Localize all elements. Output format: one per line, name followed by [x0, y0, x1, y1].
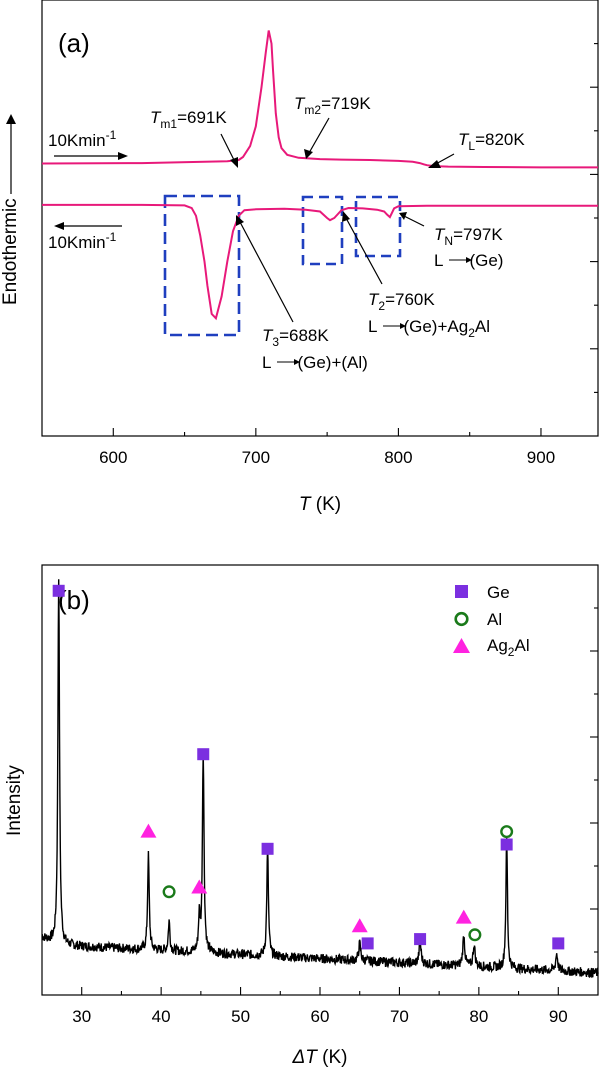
annotation-tn: TN=797K L (Ge) [399, 212, 503, 270]
ge-marker [52, 584, 65, 597]
phase-markers [52, 584, 565, 950]
annotation-t3-reaction-arrowhead [294, 359, 300, 365]
ge-marker [500, 838, 513, 851]
panel-a-y-label-text: Endothermic [0, 198, 21, 305]
annotation-tn-arrow [403, 215, 425, 227]
panel-a-x-axis-label: T (K) [299, 494, 341, 515]
panel-a-x-ticks [112, 428, 542, 436]
ge-marker [361, 937, 374, 950]
panel-b-y-ticks [590, 607, 598, 953]
ge-marker [552, 937, 565, 950]
panel-b-x-tick-labels: 30 40 50 60 70 80 90 [72, 1007, 567, 1026]
legend-entry-ag2al: Ag2Al [453, 636, 530, 659]
annotation-t3-arrow [239, 221, 294, 323]
annotation-t3-text: T3=688K [262, 326, 329, 349]
annotation-t2-arrowhead [342, 211, 350, 222]
panel-b-y-axis-label: Intensity [4, 765, 25, 836]
heating-rate-text: 10Kmin-1 [48, 128, 117, 150]
al-marker [500, 825, 514, 839]
legend: Ge Al Ag2Al [453, 583, 530, 659]
panel-a-y-ticks [590, 43, 598, 393]
annotation-tm1: Tm1=691K [150, 108, 238, 168]
al-marker [468, 928, 482, 942]
annotation-tm1-arrow [220, 133, 236, 163]
panel-b-x-tick-label: 80 [469, 1007, 488, 1026]
legend-entry-al: Al [454, 610, 502, 629]
cooling-curve [42, 203, 598, 321]
panel-a-x-tick-label: 900 [527, 448, 555, 467]
panel-a-y-label-arrowhead [6, 114, 16, 124]
region-box-t3 [163, 194, 241, 337]
panel-b-x-ticks [81, 987, 559, 995]
legend-al-label: Al [487, 610, 502, 629]
panel-a: (a) 600 700 800 900 T (K) Endothermic 10Kmi… [0, 0, 599, 515]
annotation-t3-reaction: L (Ge)+(Al) [262, 353, 368, 372]
heating-rate-arrowhead [118, 152, 128, 160]
annotation-tl: TL=820K [428, 130, 525, 168]
legend-al-marker [454, 611, 469, 627]
annotation-tl-arrowhead [428, 160, 441, 168]
cooling-rate-text: 10Kmin-1 [48, 230, 117, 252]
region-box-tn [354, 195, 402, 258]
annotation-tn-text: TN=797K [434, 225, 503, 248]
annotation-t2-reaction: L (Ge)+Ag2Al [368, 317, 490, 340]
annotation-tn-reaction: L (Ge) [434, 251, 503, 270]
panel-a-x-tick-labels: 600 700 800 900 [99, 448, 555, 467]
panel-a-label: (a) [58, 28, 90, 58]
legend-ag2al-label: Ag2Al [487, 636, 530, 659]
panel-b-frame [41, 564, 599, 996]
panel-b-x-tick-label: 60 [311, 1007, 330, 1026]
panel-b-x-tick-label: 50 [231, 1007, 250, 1026]
ag2al-marker [351, 918, 368, 933]
ag2al-marker [455, 909, 472, 924]
ge-marker [261, 842, 274, 855]
legend-ge-label: Ge [487, 583, 510, 602]
annotation-tm2-arrowhead [304, 149, 313, 159]
annotation-tm1-text: Tm1=691K [150, 108, 227, 131]
panel-a-y-axis-label: Endothermic [0, 114, 21, 305]
annotation-t3: T3=688K L (Ge)+(Al) [236, 215, 368, 372]
region-box-t2 [301, 195, 344, 266]
panel-a-x-tick-label: 700 [242, 448, 270, 467]
panel-b-x-tick-label: 40 [152, 1007, 171, 1026]
ag2al-marker [191, 879, 208, 894]
al-marker [162, 885, 176, 899]
heating-curve [41, 30, 598, 169]
panel-b: (b) 30 40 50 60 70 80 90 ΔT (K) Intensity Ge A… [4, 564, 599, 1068]
annotation-t2-reaction-arrowhead [400, 323, 406, 329]
annotation-t2-text: T2=760K [368, 290, 435, 313]
ag2al-marker [140, 823, 157, 838]
panel-b-x-axis-label: ΔT (K) [292, 1047, 348, 1068]
ge-marker [414, 933, 427, 946]
annotation-t2-arrow [345, 217, 383, 285]
heating-rate-label: 10Kmin-1 [48, 128, 128, 160]
cooling-rate-arrowhead [54, 222, 64, 230]
annotation-t2: T2=760K L (Ge)+Ag2Al [342, 211, 490, 340]
cooling-rate-label: 10Kmin-1 [48, 222, 122, 252]
panel-b-x-tick-label: 70 [390, 1007, 409, 1026]
annotation-tm1-arrowhead [230, 157, 238, 168]
panel-a-x-tick-label: 800 [384, 448, 412, 467]
panel-a-x-tick-label: 600 [99, 448, 127, 467]
ge-marker [197, 748, 210, 761]
legend-entry-ge: Ge [455, 583, 510, 602]
panel-b-x-tick-label: 90 [549, 1007, 568, 1026]
annotation-tn-arrowhead [399, 212, 407, 220]
annotation-t3-arrowhead [236, 215, 244, 226]
legend-ag2al-marker [453, 638, 470, 653]
legend-ge-marker [455, 585, 468, 598]
annotation-tm2: Tm2=719K [294, 94, 371, 159]
annotation-tn-reaction-arrowhead [466, 257, 472, 263]
annotation-tm2-text: Tm2=719K [294, 94, 371, 117]
xrd-pattern [41, 579, 599, 979]
annotation-tl-text: TL=820K [458, 130, 525, 153]
panel-b-x-tick-label: 30 [72, 1007, 91, 1026]
annotation-tm2-arrow [308, 117, 330, 154]
